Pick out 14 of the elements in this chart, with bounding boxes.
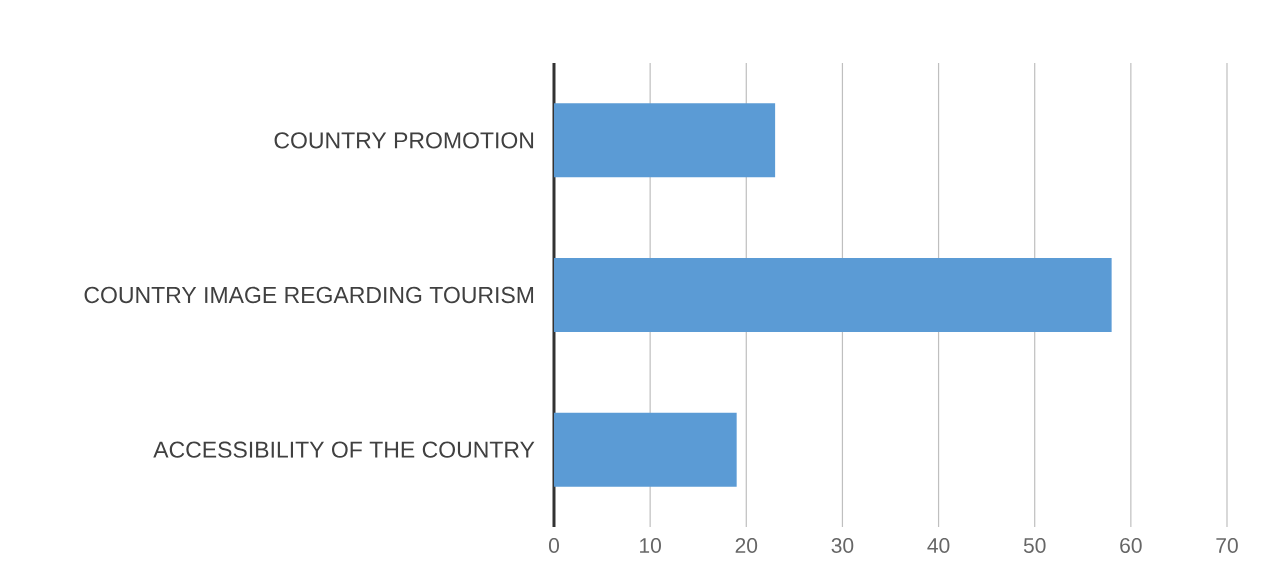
y-tick-label: COUNTRY IMAGE REGARDING TOURISM (84, 286, 534, 304)
x-tick-label: 0 (548, 538, 560, 553)
x-tick-label: 70 (1216, 538, 1238, 553)
x-tick-label: 40 (927, 538, 950, 553)
y-tick-label: ACCESSIBILITY OF THE COUNTRY (153, 441, 535, 458)
x-tick-label: 20 (735, 538, 758, 553)
bar (554, 412, 737, 487)
x-tick-label: 60 (1120, 538, 1142, 553)
x-tick-label: 50 (1023, 538, 1046, 553)
y-tick-label: COUNTRY PROMOTION (274, 132, 534, 149)
bar (554, 103, 776, 178)
x-tick-label: 10 (640, 538, 661, 553)
x-tick-label: 30 (831, 538, 854, 553)
bar (554, 258, 1112, 333)
